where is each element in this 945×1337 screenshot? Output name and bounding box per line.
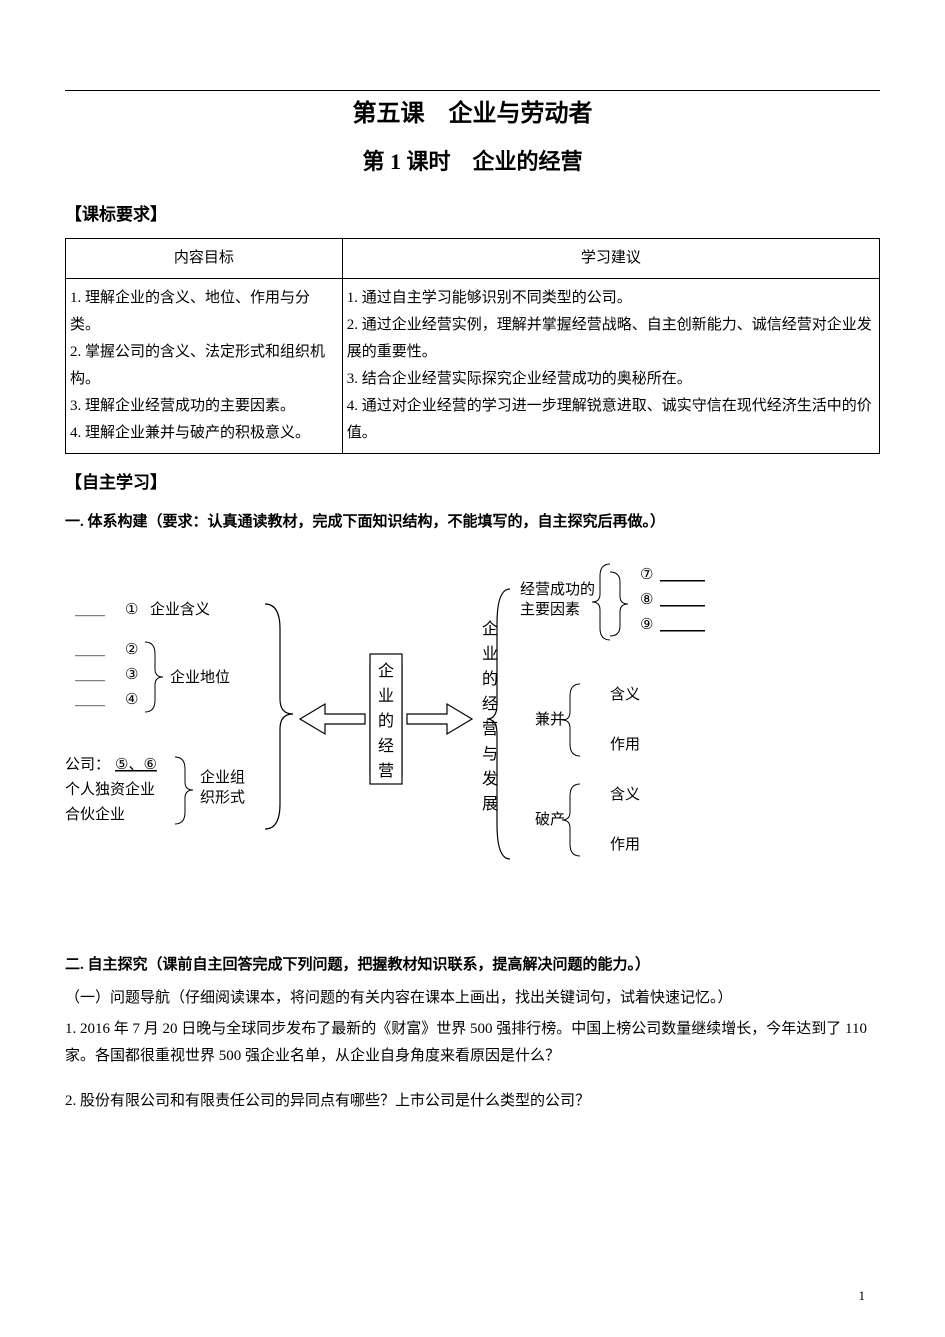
diag-r2-label: 兼并 xyxy=(535,711,565,728)
req-left-item: 3. 理解企业经营成功的主要因素。 xyxy=(70,393,338,420)
req-right-item: 1. 通过自主学习能够识别不同类型的公司。 xyxy=(347,285,875,312)
diag-r1-7: ⑦ xyxy=(640,567,653,583)
requirements-table: 内容目标 学习建议 1. 理解企业的含义、地位、作用与分类。 2. 掌握公司的含… xyxy=(65,238,880,454)
diag-l3-blank: ＿＿ xyxy=(75,667,105,683)
svg-text:经: 经 xyxy=(378,737,394,755)
diag-r3-a: 含义 xyxy=(610,786,640,803)
section-standard-heading: 【课标要求】 xyxy=(65,200,880,231)
structure-heading-text: 一. 体系构建 xyxy=(65,514,148,530)
diagram-svg: ＿＿ ① 企业含义 ＿＿ ② ＿＿ ③ ＿＿ ④ 企业地位 公司： ⑤、⑥ 个人… xyxy=(65,554,880,914)
svg-text:企: 企 xyxy=(378,662,394,680)
req-header-left: 内容目标 xyxy=(66,239,343,279)
structure-heading: 一. 体系构建（要求：认真通读教材，完成下面知识结构，不能填写的，自主探究后再做… xyxy=(65,509,880,536)
diag-l2-blank: ＿＿ xyxy=(75,642,105,658)
diag-l5a-num: ⑤、⑥ xyxy=(115,757,157,773)
diag-l1-blank: ＿＿ xyxy=(75,602,105,618)
diag-g3-label-2: 织形式 xyxy=(200,789,245,806)
diag-r3-label: 破产 xyxy=(535,811,565,828)
diag-r1-9: ⑨ xyxy=(640,617,653,633)
diag-l4-num: ④ xyxy=(125,692,138,708)
diag-r1-7b: ＿＿＿ xyxy=(660,567,705,583)
explore-q2: 2. 股份有限公司和有限责任公司的异同点有哪些？上市公司是什么类型的公司？ xyxy=(65,1088,880,1115)
diag-l2-num: ② xyxy=(125,642,138,658)
header-rule xyxy=(65,90,880,91)
diag-l5c: 合伙企业 xyxy=(65,805,125,823)
arrow-left-icon xyxy=(300,704,365,734)
req-right-item: 3. 结合企业经营实际探究企业经营成功的奥秘所在。 xyxy=(347,366,875,393)
req-right-cell: 1. 通过自主学习能够识别不同类型的公司。 2. 通过企业经营实例，理解并掌握经… xyxy=(342,279,879,454)
svg-text:发: 发 xyxy=(482,770,498,788)
svg-text:业: 业 xyxy=(378,687,394,705)
diag-r1-8b: ＿＿＿ xyxy=(660,592,705,608)
arrow-right-icon xyxy=(407,704,472,734)
section-selfstudy-heading: 【自主学习】 xyxy=(65,468,880,499)
explore-note: （课前自主回答完成下列问题，把握教材知识联系，提高解决问题的能力。） xyxy=(148,957,651,973)
explore-heading: 二. 自主探究（课前自主回答完成下列问题，把握教材知识联系，提高解决问题的能力。… xyxy=(65,952,880,979)
svg-text:的: 的 xyxy=(482,670,498,688)
explore-q1: 1. 2016 年 7 月 20 日晚与全球同步发布了最新的《财富》世界 500… xyxy=(65,1016,880,1070)
explore-heading-text: 二. 自主探究 xyxy=(65,957,148,973)
knowledge-diagram: ＿＿ ① 企业含义 ＿＿ ② ＿＿ ③ ＿＿ ④ 企业地位 公司： ⑤、⑥ 个人… xyxy=(65,554,880,924)
diag-l1-text: 企业含义 xyxy=(150,600,210,618)
req-right-item: 4. 通过对企业经营的学习进一步理解锐意进取、诚实守信在现代经济生活中的价值。 xyxy=(347,393,875,447)
diag-r1-8: ⑧ xyxy=(640,592,653,608)
right-col-label: 企 业 的 经 营 与 发 展 xyxy=(482,620,498,813)
svg-text:营: 营 xyxy=(378,762,394,780)
brace-r2-open xyxy=(562,684,580,756)
req-left-item: 2. 掌握公司的含义、法定形式和组织机构。 xyxy=(70,339,338,393)
svg-text:的: 的 xyxy=(378,712,394,730)
req-right-item: 2. 通过企业经营实例，理解并掌握经营战略、自主创新能力、诚信经营对企业发展的重… xyxy=(347,312,875,366)
brace-icon xyxy=(145,642,163,712)
svg-text:业: 业 xyxy=(482,645,498,663)
diag-r1-label-2: 主要因素 xyxy=(520,601,580,618)
req-left-item: 1. 理解企业的含义、地位、作用与分类。 xyxy=(70,285,338,339)
diag-r2-a: 含义 xyxy=(610,686,640,703)
diag-r1-9b: ＿＿＿ xyxy=(660,617,705,633)
explore-intro: （一）问题导航（仔细阅读课本，将问题的有关内容在课本上画出，找出关键词句，试着快… xyxy=(65,985,880,1012)
diag-r1-label-1: 经营成功的 xyxy=(520,581,595,598)
diag-r2-b: 作用 xyxy=(610,736,640,753)
svg-text:企: 企 xyxy=(482,620,498,638)
diag-l5b: 个人独资企业 xyxy=(65,780,155,798)
page-number: 1 xyxy=(859,1284,866,1307)
brace-icon xyxy=(265,604,293,829)
req-header-right: 学习建议 xyxy=(342,239,879,279)
diag-l1-num: ① xyxy=(125,602,138,618)
center-text: 企 业 的 经 营 xyxy=(370,654,402,784)
structure-note: （要求：认真通读教材，完成下面知识结构，不能填写的，自主探究后再做。） xyxy=(148,514,666,530)
brace-r1-open xyxy=(592,564,610,640)
brace-icon xyxy=(175,757,193,824)
diag-g2-label: 企业地位 xyxy=(170,668,230,686)
sub-title: 第 1 课时 企业的经营 xyxy=(65,142,880,182)
main-title: 第五课 企业与劳动者 xyxy=(65,93,880,136)
diag-l5a: 公司： xyxy=(65,757,110,773)
diag-r3-b: 作用 xyxy=(610,836,640,853)
brace-icon xyxy=(610,572,628,636)
svg-text:展: 展 xyxy=(482,796,498,813)
diag-g3-label-1: 企业组 xyxy=(200,768,245,786)
req-left-item: 4. 理解企业兼并与破产的积极意义。 xyxy=(70,420,338,447)
req-left-cell: 1. 理解企业的含义、地位、作用与分类。 2. 掌握公司的含义、法定形式和组织机… xyxy=(66,279,343,454)
svg-text:与: 与 xyxy=(482,745,498,763)
diag-l4-blank: ＿＿ xyxy=(75,692,105,708)
diag-l3-num: ③ xyxy=(125,667,138,683)
svg-text:经: 经 xyxy=(482,695,498,713)
brace-r3-open xyxy=(562,784,580,856)
svg-text:营: 营 xyxy=(482,720,498,738)
